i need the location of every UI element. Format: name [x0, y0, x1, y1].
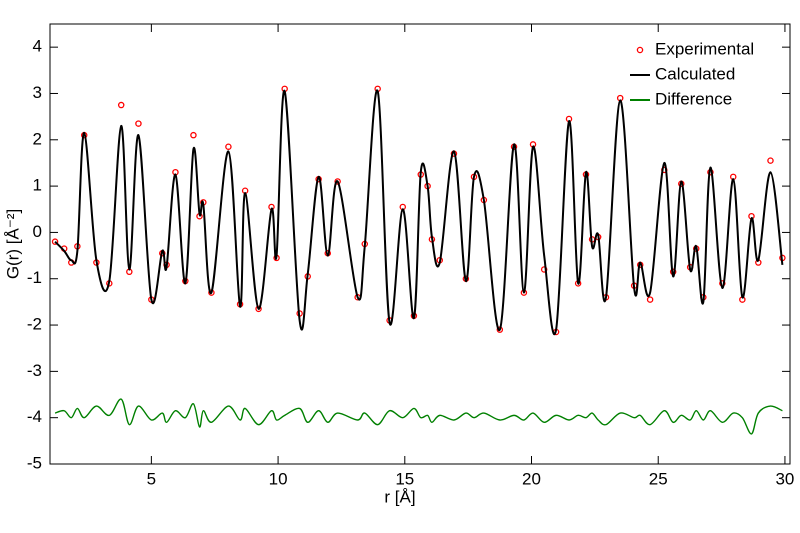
y-tick-label: 2 — [33, 129, 42, 148]
plot-frame — [49, 23, 791, 465]
legend-label: Difference — [655, 89, 732, 108]
x-tick-label: 15 — [395, 469, 414, 488]
y-tick-label: 0 — [33, 222, 42, 241]
legend-label: Calculated — [655, 64, 735, 83]
data-point — [767, 157, 774, 164]
y-tick-label: -5 — [27, 453, 42, 472]
y-tick-label: 4 — [33, 37, 42, 56]
y-axis-label: G(r) [Å⁻²] — [3, 209, 22, 279]
x-tick-label: 30 — [775, 469, 794, 488]
y-tick-label: -3 — [27, 361, 42, 380]
data-point — [190, 131, 197, 139]
x-tick-label: 25 — [649, 469, 668, 488]
data-point — [117, 101, 125, 109]
legend-marker — [636, 46, 644, 54]
data-line — [54, 398, 783, 435]
data-line — [54, 89, 784, 335]
legend-label: Experimental — [655, 39, 754, 58]
data-point — [540, 266, 548, 273]
y-tick-label: -1 — [27, 268, 42, 287]
y-tick-label: 3 — [33, 83, 42, 102]
data-point — [646, 296, 654, 303]
x-tick-label: 20 — [522, 469, 541, 488]
y-tick-label: -4 — [27, 407, 42, 426]
y-tick-label: 1 — [33, 176, 42, 195]
x-tick-label: 5 — [147, 469, 156, 488]
data-point — [135, 120, 142, 127]
y-tick-label: -2 — [27, 315, 42, 334]
data-point — [225, 143, 232, 150]
x-tick-label: 10 — [269, 469, 288, 488]
x-axis-label: r [Å] — [384, 487, 415, 506]
data-point — [255, 305, 262, 313]
data-point — [51, 238, 59, 245]
